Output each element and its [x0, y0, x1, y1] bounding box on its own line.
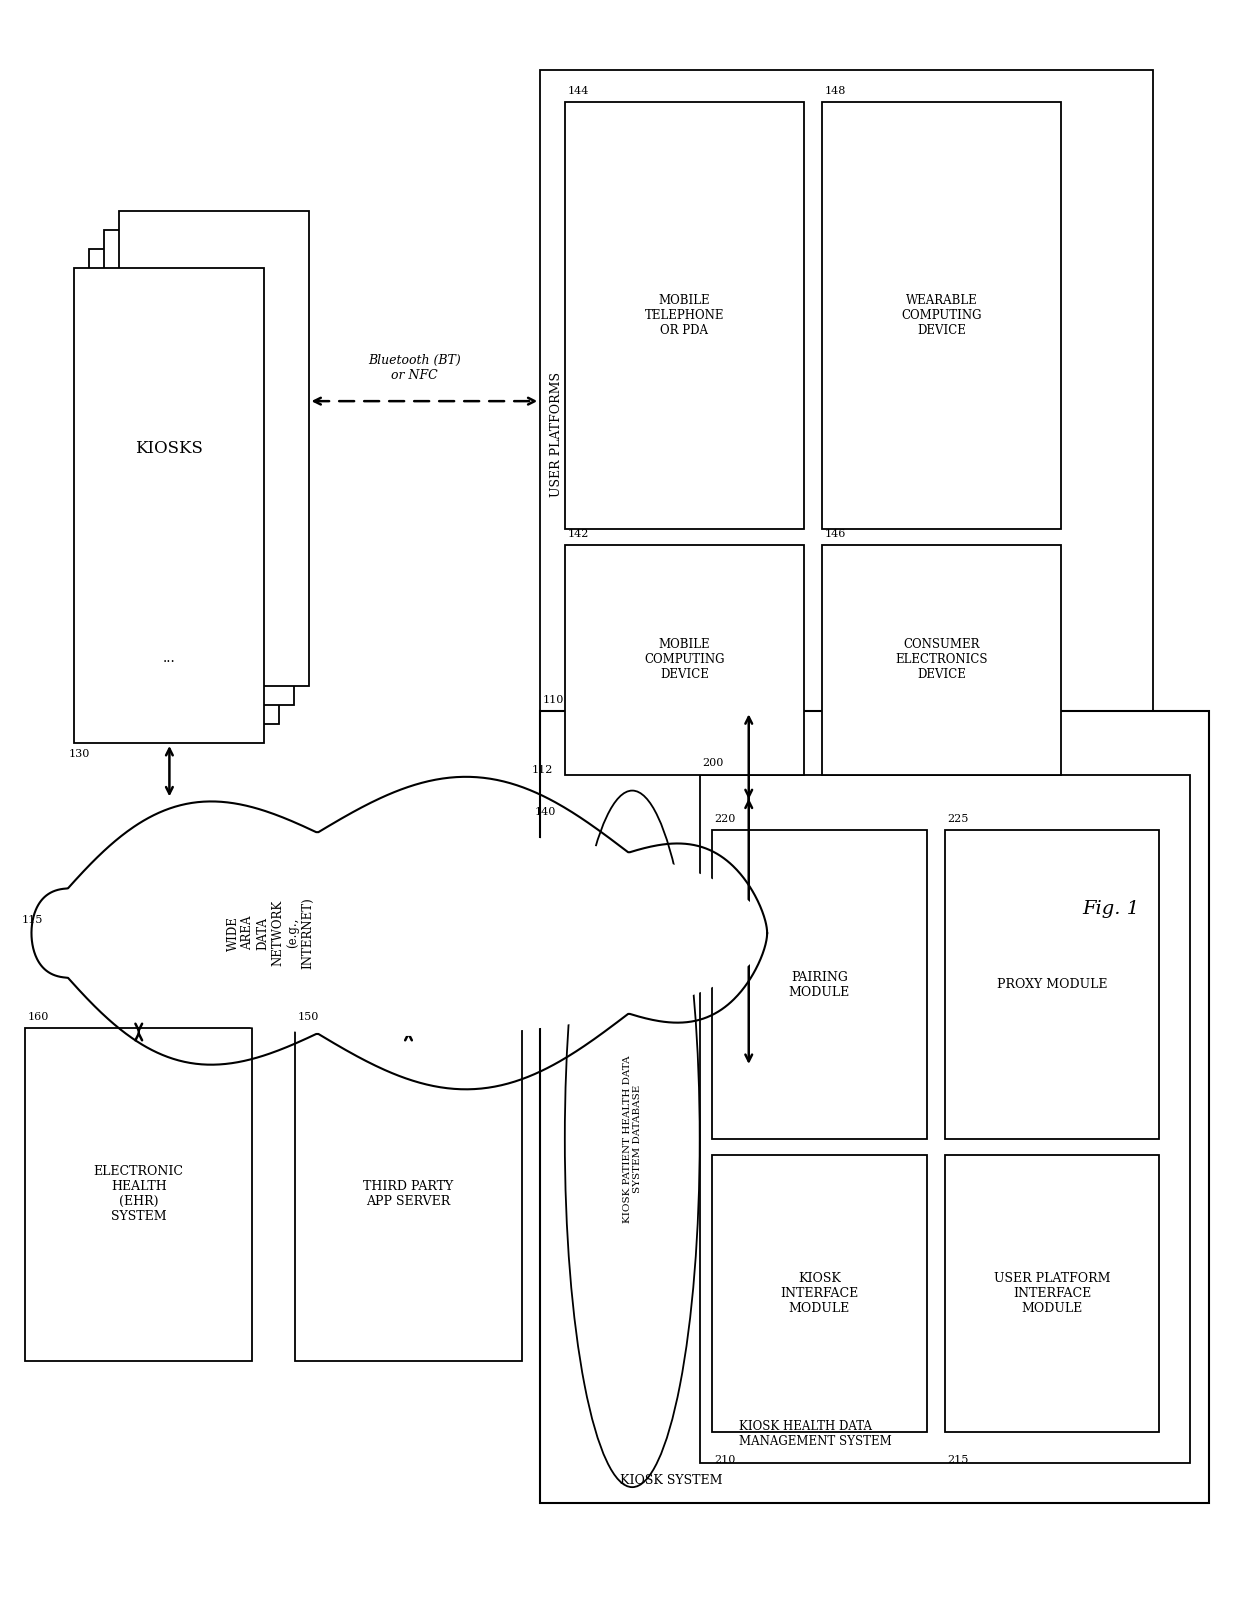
Bar — [89, 249, 279, 723]
Text: 210: 210 — [714, 1455, 735, 1466]
Bar — [565, 102, 804, 529]
Text: MOBILE
TELEPHONE
OR PDA: MOBILE TELEPHONE OR PDA — [645, 294, 724, 337]
Bar — [119, 211, 309, 687]
Bar — [699, 775, 1190, 1463]
Text: ELECTRONIC
HEALTH
(EHR)
SYSTEM: ELECTRONIC HEALTH (EHR) SYSTEM — [94, 1166, 184, 1223]
Text: 220: 220 — [714, 814, 735, 824]
Text: MOBILE
COMPUTING
DEVICE: MOBILE COMPUTING DEVICE — [644, 639, 724, 682]
Bar — [822, 545, 1061, 775]
Text: 112: 112 — [531, 765, 553, 775]
Text: 148: 148 — [825, 86, 846, 96]
Bar — [712, 1155, 926, 1433]
Bar — [295, 1028, 522, 1361]
Text: 160: 160 — [27, 1012, 50, 1022]
Text: KIOSK HEALTH DATA
MANAGEMENT SYSTEM: KIOSK HEALTH DATA MANAGEMENT SYSTEM — [739, 1420, 892, 1447]
Ellipse shape — [565, 791, 699, 1487]
Text: KIOSK
INTERFACE
MODULE: KIOSK INTERFACE MODULE — [780, 1271, 858, 1314]
Text: PAIRING
MODULE: PAIRING MODULE — [789, 971, 849, 998]
Bar — [104, 230, 294, 706]
Text: ...: ... — [162, 650, 176, 664]
Text: PROXY MODULE: PROXY MODULE — [997, 977, 1107, 992]
Text: USER PLATFORM
INTERFACE
MODULE: USER PLATFORM INTERFACE MODULE — [994, 1271, 1111, 1314]
Bar — [25, 1028, 252, 1361]
Text: Fig. 1: Fig. 1 — [1081, 901, 1140, 918]
Text: KIOSK PATIENT HEALTH DATA
SYSTEM DATABASE: KIOSK PATIENT HEALTH DATA SYSTEM DATABAS… — [622, 1056, 642, 1223]
Bar — [541, 711, 1209, 1503]
Text: CONSUMER
ELECTRONICS
DEVICE: CONSUMER ELECTRONICS DEVICE — [895, 639, 988, 682]
Bar — [541, 70, 1153, 798]
Text: KIOSK SYSTEM: KIOSK SYSTEM — [620, 1474, 723, 1487]
Text: 140: 140 — [534, 808, 556, 818]
Text: 130: 130 — [68, 749, 89, 759]
Bar — [74, 268, 264, 743]
Text: 110: 110 — [543, 695, 564, 706]
Text: 144: 144 — [567, 86, 589, 96]
Bar — [945, 1155, 1159, 1433]
Text: THIRD PARTY
APP SERVER: THIRD PARTY APP SERVER — [363, 1180, 454, 1209]
Bar — [945, 830, 1159, 1139]
Text: 200: 200 — [702, 759, 723, 768]
Text: 142: 142 — [567, 529, 589, 538]
Text: 225: 225 — [947, 814, 968, 824]
Bar — [822, 102, 1061, 529]
Ellipse shape — [31, 830, 768, 1036]
Text: USER PLATFORMS: USER PLATFORMS — [551, 372, 563, 497]
Text: 115: 115 — [21, 915, 43, 925]
Text: 150: 150 — [298, 1012, 319, 1022]
Bar — [565, 545, 804, 775]
Text: Bluetooth (BT)
or NFC: Bluetooth (BT) or NFC — [368, 355, 461, 382]
Text: WEARABLE
COMPUTING
DEVICE: WEARABLE COMPUTING DEVICE — [901, 294, 982, 337]
Text: 215: 215 — [947, 1455, 968, 1466]
Text: KIOSKS: KIOSKS — [135, 441, 203, 457]
Text: WIDE
AREA
DATA
NETWORK
(e.g.,
INTERNET): WIDE AREA DATA NETWORK (e.g., INTERNET) — [227, 898, 315, 969]
Text: 146: 146 — [825, 529, 846, 538]
Bar — [712, 830, 926, 1139]
